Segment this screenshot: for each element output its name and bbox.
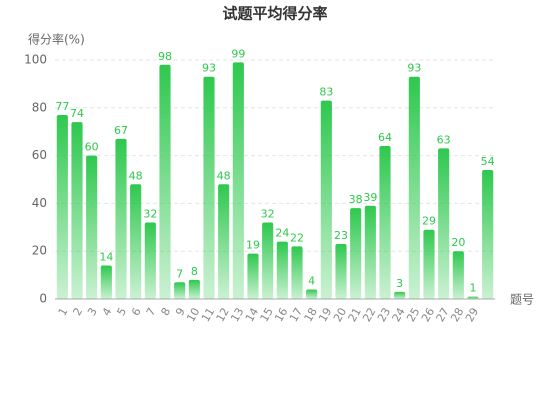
bar — [203, 76, 215, 299]
bar — [218, 184, 230, 299]
bar — [56, 114, 68, 299]
value-label: 83 — [319, 86, 333, 99]
bar — [482, 169, 494, 299]
x-tick-label: 18 — [302, 306, 320, 325]
bar — [306, 289, 318, 299]
x-tick-label: 2 — [70, 306, 85, 319]
bar — [232, 62, 244, 299]
bar — [438, 148, 450, 299]
value-label: 48 — [129, 169, 143, 182]
bar — [115, 138, 127, 299]
value-label: 32 — [143, 208, 157, 221]
x-tick-label: 12 — [214, 306, 232, 325]
x-tick-label: 19 — [316, 306, 334, 325]
value-label: 7 — [176, 267, 183, 280]
y-tick-label: 20 — [32, 244, 47, 258]
x-tick-label: 16 — [272, 306, 290, 325]
x-tick-label: 14 — [243, 306, 261, 325]
value-label: 24 — [275, 227, 289, 240]
y-axis-label: 得分率(%) — [28, 32, 85, 47]
x-tick-label: 26 — [419, 306, 437, 325]
bar — [350, 208, 362, 299]
x-tick-label: 22 — [360, 306, 378, 325]
value-label: 93 — [407, 62, 421, 75]
x-tick-label: 24 — [390, 306, 408, 325]
value-label: 93 — [202, 62, 216, 75]
bar — [423, 229, 435, 299]
value-label: 4 — [308, 274, 315, 287]
value-label: 98 — [158, 50, 172, 63]
y-tick-label: 60 — [32, 148, 47, 162]
bar — [379, 146, 391, 299]
bar — [188, 279, 200, 299]
x-tick-label: 6 — [129, 306, 144, 319]
value-label: 38 — [349, 193, 363, 206]
value-label: 39 — [363, 191, 377, 204]
value-label: 77 — [55, 100, 69, 113]
bar — [364, 205, 376, 299]
value-label: 14 — [99, 251, 113, 264]
y-tick-label: 80 — [32, 100, 47, 114]
bar — [262, 222, 274, 299]
value-label: 23 — [334, 229, 348, 242]
x-tick-label: 25 — [404, 306, 422, 325]
x-tick-label: 4 — [100, 306, 115, 319]
value-label: 8 — [191, 265, 198, 278]
x-tick-label: 27 — [434, 306, 452, 325]
bar — [408, 76, 420, 299]
bar — [291, 246, 303, 299]
x-tick-label: 20 — [331, 306, 349, 325]
bar — [276, 241, 288, 299]
value-label: 99 — [231, 47, 245, 60]
bar — [335, 244, 347, 299]
x-tick-label: 8 — [158, 306, 173, 319]
bar — [100, 265, 112, 299]
x-tick-label: 23 — [375, 306, 393, 325]
x-tick-label: 13 — [228, 306, 246, 325]
bar — [174, 282, 186, 299]
value-label: 54 — [481, 155, 495, 168]
chart-title: 试题平均得分率 — [222, 5, 327, 23]
value-label: 1 — [470, 282, 477, 295]
bar — [144, 222, 156, 299]
x-tick-label: 5 — [114, 306, 129, 319]
x-tick-label: 10 — [184, 306, 202, 325]
value-label: 32 — [261, 208, 275, 221]
x-tick-label: 7 — [144, 306, 159, 319]
x-tick-label: 21 — [346, 306, 364, 325]
bar — [394, 291, 406, 299]
x-tick-label: 15 — [258, 306, 276, 325]
x-tick-label: 29 — [463, 306, 481, 325]
x-tick-label: 3 — [85, 306, 100, 319]
value-label: 20 — [451, 236, 465, 249]
y-tick-label: 40 — [32, 196, 47, 210]
x-tick-label: 28 — [448, 306, 466, 325]
y-tick-label: 100 — [24, 53, 47, 67]
value-label: 29 — [422, 215, 436, 228]
bar — [159, 64, 171, 299]
value-label: 63 — [437, 133, 451, 146]
x-tick-label: 17 — [287, 306, 305, 325]
bar — [71, 122, 83, 299]
value-label: 60 — [85, 141, 99, 154]
value-label: 74 — [70, 107, 84, 120]
x-axis-label: 题号 — [510, 293, 534, 307]
value-label: 19 — [246, 239, 260, 252]
bar — [452, 251, 464, 299]
value-label: 64 — [378, 131, 392, 144]
bar — [247, 253, 259, 299]
y-tick-label: 0 — [39, 292, 47, 306]
value-label: 48 — [217, 169, 231, 182]
value-label: 22 — [290, 231, 304, 244]
bar — [320, 100, 332, 299]
value-label: 3 — [396, 277, 403, 290]
bar — [130, 184, 142, 299]
x-tick-label: 11 — [199, 306, 217, 325]
bar — [86, 155, 98, 299]
value-label: 67 — [114, 124, 128, 137]
x-tick-label: 1 — [56, 306, 71, 319]
bar — [467, 296, 479, 299]
